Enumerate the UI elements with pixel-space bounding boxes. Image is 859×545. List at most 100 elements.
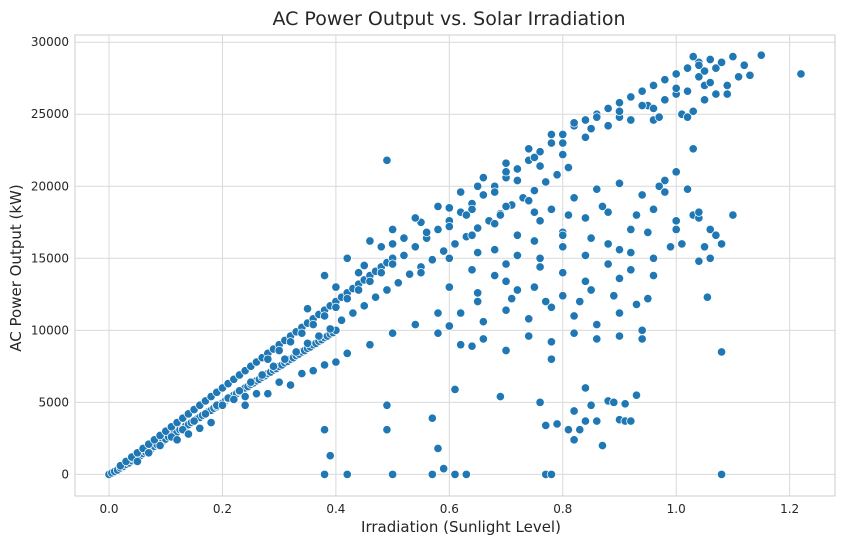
data-point bbox=[382, 400, 392, 410]
data-point bbox=[359, 301, 369, 311]
data-point bbox=[535, 397, 545, 407]
data-point bbox=[478, 173, 488, 183]
x-tick-label: 1.0 bbox=[667, 502, 686, 516]
data-point bbox=[694, 207, 704, 217]
data-point bbox=[716, 347, 727, 357]
data-point bbox=[558, 242, 568, 252]
data-point bbox=[688, 52, 698, 62]
data-point bbox=[439, 246, 449, 256]
data-point bbox=[699, 66, 710, 76]
data-point bbox=[648, 253, 659, 263]
data-point bbox=[234, 386, 245, 396]
data-point bbox=[558, 230, 568, 240]
y-tick-label: 0 bbox=[61, 467, 69, 481]
data-point bbox=[456, 308, 466, 318]
data-point bbox=[512, 285, 522, 295]
data-point bbox=[427, 255, 437, 265]
data-point bbox=[739, 60, 749, 70]
data-point bbox=[433, 443, 443, 454]
data-point bbox=[319, 271, 330, 281]
data-point bbox=[654, 112, 664, 122]
data-point bbox=[524, 144, 534, 154]
data-point bbox=[614, 331, 625, 341]
data-point bbox=[558, 268, 568, 278]
data-point bbox=[388, 259, 398, 269]
x-tick-label: 0.2 bbox=[213, 502, 232, 516]
data-point bbox=[501, 305, 511, 315]
data-point bbox=[705, 54, 715, 65]
data-point bbox=[546, 337, 556, 347]
data-point bbox=[535, 147, 545, 157]
data-point bbox=[660, 95, 670, 105]
data-point bbox=[648, 204, 659, 214]
data-point bbox=[433, 224, 443, 235]
data-point bbox=[490, 245, 500, 255]
data-point bbox=[682, 112, 693, 122]
data-point bbox=[552, 419, 562, 429]
data-point bbox=[546, 204, 556, 214]
data-point bbox=[200, 409, 211, 419]
data-point bbox=[592, 416, 602, 426]
data-point bbox=[614, 106, 625, 116]
data-point bbox=[319, 425, 330, 435]
data-point bbox=[722, 80, 732, 90]
data-point bbox=[427, 413, 437, 423]
x-tick-label: 1.2 bbox=[780, 502, 799, 516]
data-point bbox=[541, 420, 551, 430]
data-point bbox=[694, 60, 704, 70]
data-point bbox=[263, 389, 273, 399]
data-point bbox=[422, 227, 432, 237]
data-point bbox=[575, 425, 585, 435]
data-point bbox=[444, 253, 454, 263]
data-point bbox=[308, 319, 318, 330]
data-point bbox=[524, 196, 534, 206]
data-point bbox=[626, 416, 636, 426]
data-point bbox=[671, 69, 681, 79]
data-point bbox=[671, 83, 681, 93]
data-point bbox=[501, 345, 511, 356]
data-point bbox=[660, 175, 670, 186]
data-point bbox=[291, 347, 301, 357]
data-point bbox=[569, 406, 579, 416]
data-point bbox=[648, 103, 659, 114]
data-point bbox=[603, 259, 613, 269]
data-point bbox=[376, 268, 386, 278]
data-point bbox=[609, 397, 619, 407]
data-point bbox=[597, 201, 608, 212]
data-point bbox=[268, 361, 279, 371]
data-point bbox=[643, 294, 653, 304]
data-point bbox=[716, 239, 727, 249]
data-point bbox=[569, 435, 579, 445]
data-point bbox=[665, 242, 676, 252]
data-point bbox=[473, 296, 483, 307]
data-point bbox=[586, 124, 596, 134]
data-point bbox=[671, 216, 681, 226]
data-point bbox=[614, 245, 625, 255]
data-point bbox=[546, 354, 556, 364]
data-point bbox=[682, 184, 693, 194]
data-point bbox=[388, 239, 398, 249]
data-point bbox=[728, 52, 738, 62]
data-point bbox=[569, 118, 579, 128]
data-point bbox=[620, 399, 630, 409]
data-point bbox=[580, 416, 591, 426]
data-point bbox=[132, 456, 142, 466]
data-point bbox=[535, 253, 545, 263]
data-point bbox=[342, 469, 352, 479]
data-point bbox=[711, 89, 721, 99]
data-point bbox=[433, 328, 443, 338]
data-point bbox=[217, 400, 228, 410]
data-point bbox=[319, 311, 330, 321]
data-point bbox=[569, 311, 579, 321]
data-point bbox=[626, 115, 636, 125]
data-point bbox=[580, 132, 591, 142]
data-point bbox=[490, 271, 500, 281]
data-point bbox=[240, 400, 250, 410]
chart-title: AC Power Output vs. Solar Irradiation bbox=[272, 8, 625, 30]
data-point bbox=[563, 425, 574, 435]
data-point bbox=[444, 282, 454, 292]
data-point bbox=[473, 181, 483, 191]
data-point bbox=[546, 302, 556, 312]
